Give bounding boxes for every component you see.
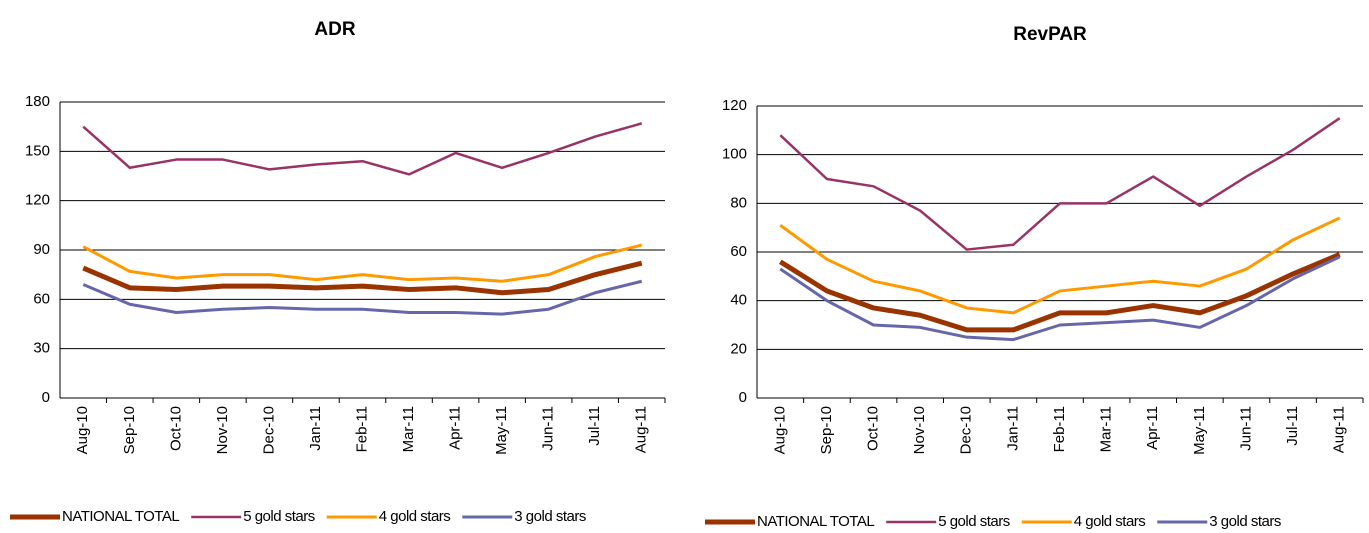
x-tick-label: Jun-11 [1237,406,1254,451]
y-tick-label: 180 [25,93,50,110]
x-tick-label: Sep-10 [818,406,835,454]
series-line [82,243,643,283]
legend-label: 3 gold stars [514,508,586,525]
y-tick-label: 150 [25,142,50,159]
legend-label: 3 gold stars [1209,513,1281,530]
x-tick-label: Oct-10 [865,406,882,451]
series-line [82,279,643,316]
legend-label: NATIONAL TOTAL [62,508,179,525]
y-tick-label: 90 [33,241,50,258]
legend-label: 5 gold stars [243,508,315,525]
chart-title: ADR [314,19,355,40]
x-tick-label: May-11 [493,406,510,455]
x-tick-label: Feb-11 [353,406,370,452]
x-tick-label: Oct-10 [167,406,184,451]
series-line [779,117,1341,251]
legend-label: 4 gold stars [379,508,451,525]
x-tick-label: Aug-10 [74,406,91,454]
y-tick-label: 40 [730,292,747,309]
series-line [779,216,1341,315]
x-tick-label: Aug-10 [771,406,788,454]
x-tick-label: Aug-11 [633,406,650,453]
x-tick-label: Dec-10 [260,406,277,454]
x-tick-label: Apr-11 [1144,406,1161,450]
y-tick-label: 120 [25,192,50,209]
y-tick-label: 0 [739,389,747,406]
y-tick-label: 20 [730,340,747,357]
x-tick-label: Sep-10 [121,406,138,454]
y-tick-label: 60 [730,243,747,260]
x-tick-label: Feb-11 [1051,406,1068,452]
x-tick-label: Apr-11 [447,406,464,450]
series-line [82,122,643,176]
x-tick-label: Jul-11 [586,406,603,446]
series-line [82,260,643,296]
chart-title: RevPAR [1013,24,1087,45]
x-tick-label: Nov-10 [214,406,231,454]
x-tick-label: Nov-10 [911,406,928,454]
x-tick-label: Aug-11 [1331,406,1348,453]
x-tick-label: May-11 [1191,406,1208,455]
x-tick-label: Jan-11 [1004,406,1021,451]
y-tick-label: 60 [33,290,50,307]
x-tick-label: Jan-11 [307,406,324,451]
y-tick-label: 120 [722,97,747,114]
x-tick-label: Jul-11 [1284,406,1301,446]
x-tick-label: Dec-10 [958,406,975,454]
legend-label: 4 gold stars [1074,513,1146,530]
legend-label: NATIONAL TOTAL [757,513,874,530]
x-tick-label: Mar-11 [1098,406,1115,452]
x-tick-label: Jun-11 [540,406,557,451]
legend-label: 5 gold stars [938,513,1010,530]
y-tick-label: 0 [42,389,50,406]
y-tick-label: 80 [730,194,747,211]
y-tick-label: 100 [722,146,747,163]
y-tick-label: 30 [33,340,50,357]
x-tick-label: Mar-11 [400,406,417,452]
series-line [779,255,1341,342]
series-line [778,252,1341,333]
